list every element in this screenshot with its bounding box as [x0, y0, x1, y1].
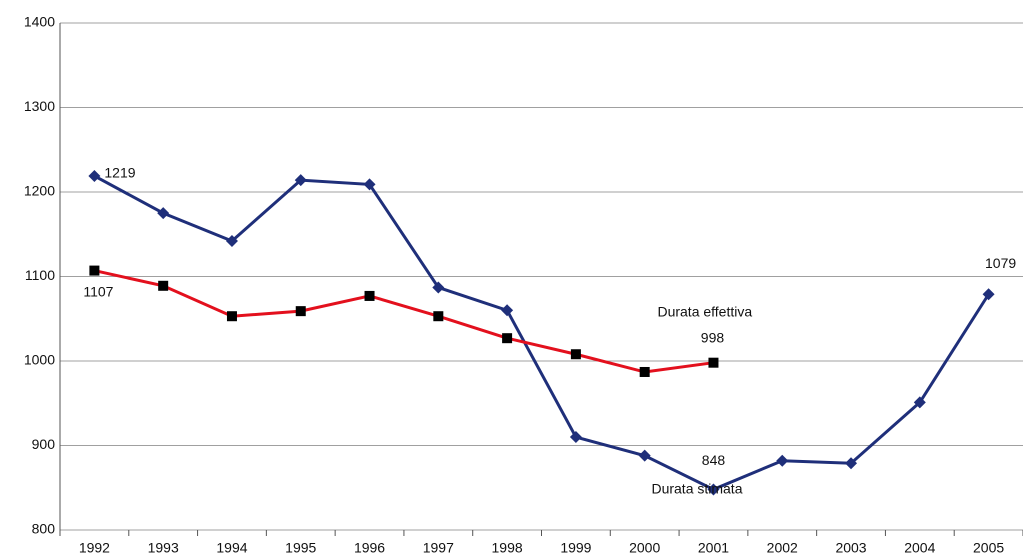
x-tick-label: 2002 [767, 540, 798, 556]
x-tick-label: 2001 [698, 540, 729, 556]
x-tick-label: 2003 [835, 540, 866, 556]
marker [89, 265, 100, 276]
data-label: 998 [701, 329, 725, 345]
marker [708, 357, 719, 368]
x-tick-label: 1994 [216, 540, 247, 556]
marker [294, 174, 307, 187]
marker [226, 311, 237, 322]
marker [432, 281, 445, 294]
marker [157, 207, 170, 220]
y-tick-label: 1200 [24, 183, 55, 199]
y-tick-label: 900 [32, 436, 56, 452]
x-tick-label: 1997 [423, 540, 454, 556]
marker [570, 349, 581, 360]
y-tick-label: 1400 [24, 14, 55, 30]
x-tick-label: 1998 [492, 540, 523, 556]
data-label: 848 [702, 452, 726, 468]
y-tick-label: 1100 [25, 267, 55, 283]
series-line [93, 174, 990, 492]
marker [225, 235, 238, 248]
x-tick-label: 2005 [973, 540, 1004, 556]
marker [88, 169, 101, 182]
marker [364, 290, 375, 301]
marker [776, 454, 789, 467]
data-label: 1107 [83, 283, 113, 299]
marker [295, 306, 306, 317]
x-tick-label: 1996 [354, 540, 385, 556]
y-tick-label: 1300 [24, 98, 55, 114]
marker [433, 311, 444, 322]
marker [639, 366, 650, 377]
series-line [94, 269, 714, 374]
x-tick-label: 1992 [79, 540, 110, 556]
series-label: Durata stimata [651, 481, 742, 497]
marker [569, 431, 582, 444]
y-tick-label: 800 [32, 521, 56, 537]
x-tick-label: 1999 [560, 540, 591, 556]
marker [982, 288, 995, 301]
marker [363, 178, 376, 191]
x-tick-label: 1993 [148, 540, 179, 556]
series-label: Durata effettiva [657, 304, 752, 320]
marker [707, 483, 720, 496]
marker [845, 457, 858, 470]
marker [501, 304, 514, 317]
marker [638, 449, 651, 462]
data-label: 1079 [985, 255, 1016, 271]
marker [158, 280, 169, 291]
marker [502, 333, 513, 344]
x-tick-label: 1995 [285, 540, 316, 556]
data-label: 1219 [104, 165, 135, 181]
x-tick-label: 2004 [904, 540, 935, 556]
marker [913, 396, 926, 409]
x-tick-label: 2000 [629, 540, 660, 556]
y-tick-label: 1000 [24, 352, 55, 368]
